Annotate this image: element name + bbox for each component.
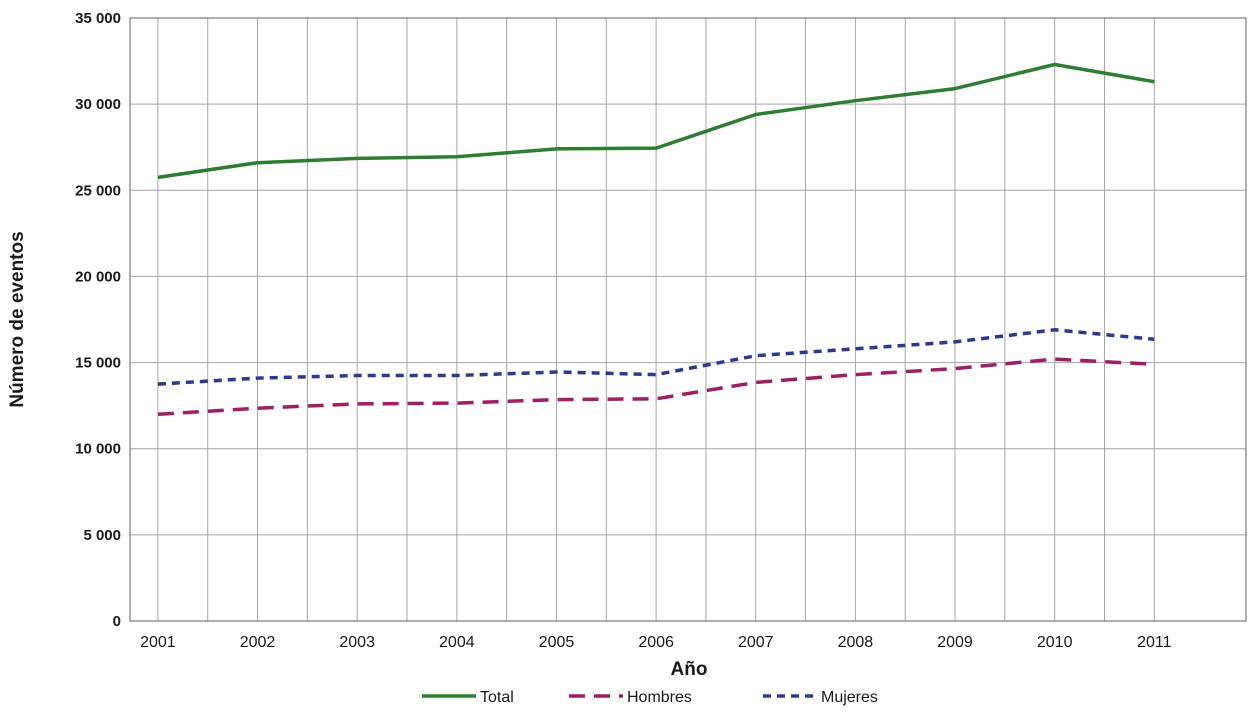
x-tick-label: 2006 (638, 634, 674, 651)
series-layer (157, 62, 1155, 417)
series-line-hombres (157, 357, 1155, 417)
x-tick-label: 2004 (439, 634, 475, 651)
y-tick-label: 15 000 (75, 355, 121, 372)
legend-label-hombres: Hombres (627, 689, 692, 706)
legend-label-total: Total (480, 689, 514, 706)
y-tick-label: 0 (113, 613, 121, 630)
x-tick-label: 2010 (1037, 634, 1073, 651)
y-tick-label: 20 000 (75, 268, 121, 285)
y-axis-ticks: 0 5 000 10 000 15 000 20 000 25 000 30 000 35 0… (75, 10, 121, 630)
x-tick-label: 2009 (937, 634, 973, 651)
grid (130, 17, 1246, 622)
y-tick-label: 25 000 (75, 182, 121, 199)
x-axis-ticks: 2001 2002 2003 2004 2005 2006 2007 2008 2009 2010… (140, 634, 1172, 651)
x-tick-label: 2003 (339, 634, 375, 651)
y-tick-label: 10 000 (75, 441, 121, 458)
series-line-total (157, 62, 1155, 180)
x-tick-label: 2011 (1137, 634, 1172, 651)
x-tick-label: 2005 (539, 634, 575, 651)
x-tick-label: 2002 (240, 634, 276, 651)
y-tick-label: 30 000 (75, 96, 121, 113)
plot-frame (129, 17, 1247, 622)
legend-label-mujeres: Mujeres (821, 689, 878, 706)
x-axis-title: Año (671, 659, 708, 680)
x-tick-label: 2001 (140, 634, 176, 651)
series-line-mujeres (157, 328, 1155, 386)
x-tick-label: 2007 (738, 634, 774, 651)
legend: Total Hombres Mujeres (422, 689, 878, 706)
x-tick-label: 2008 (838, 634, 874, 651)
y-axis-title: Número de eventos (7, 231, 28, 407)
y-tick-label: 5 000 (83, 527, 121, 544)
y-tick-label: 35 000 (75, 10, 121, 27)
